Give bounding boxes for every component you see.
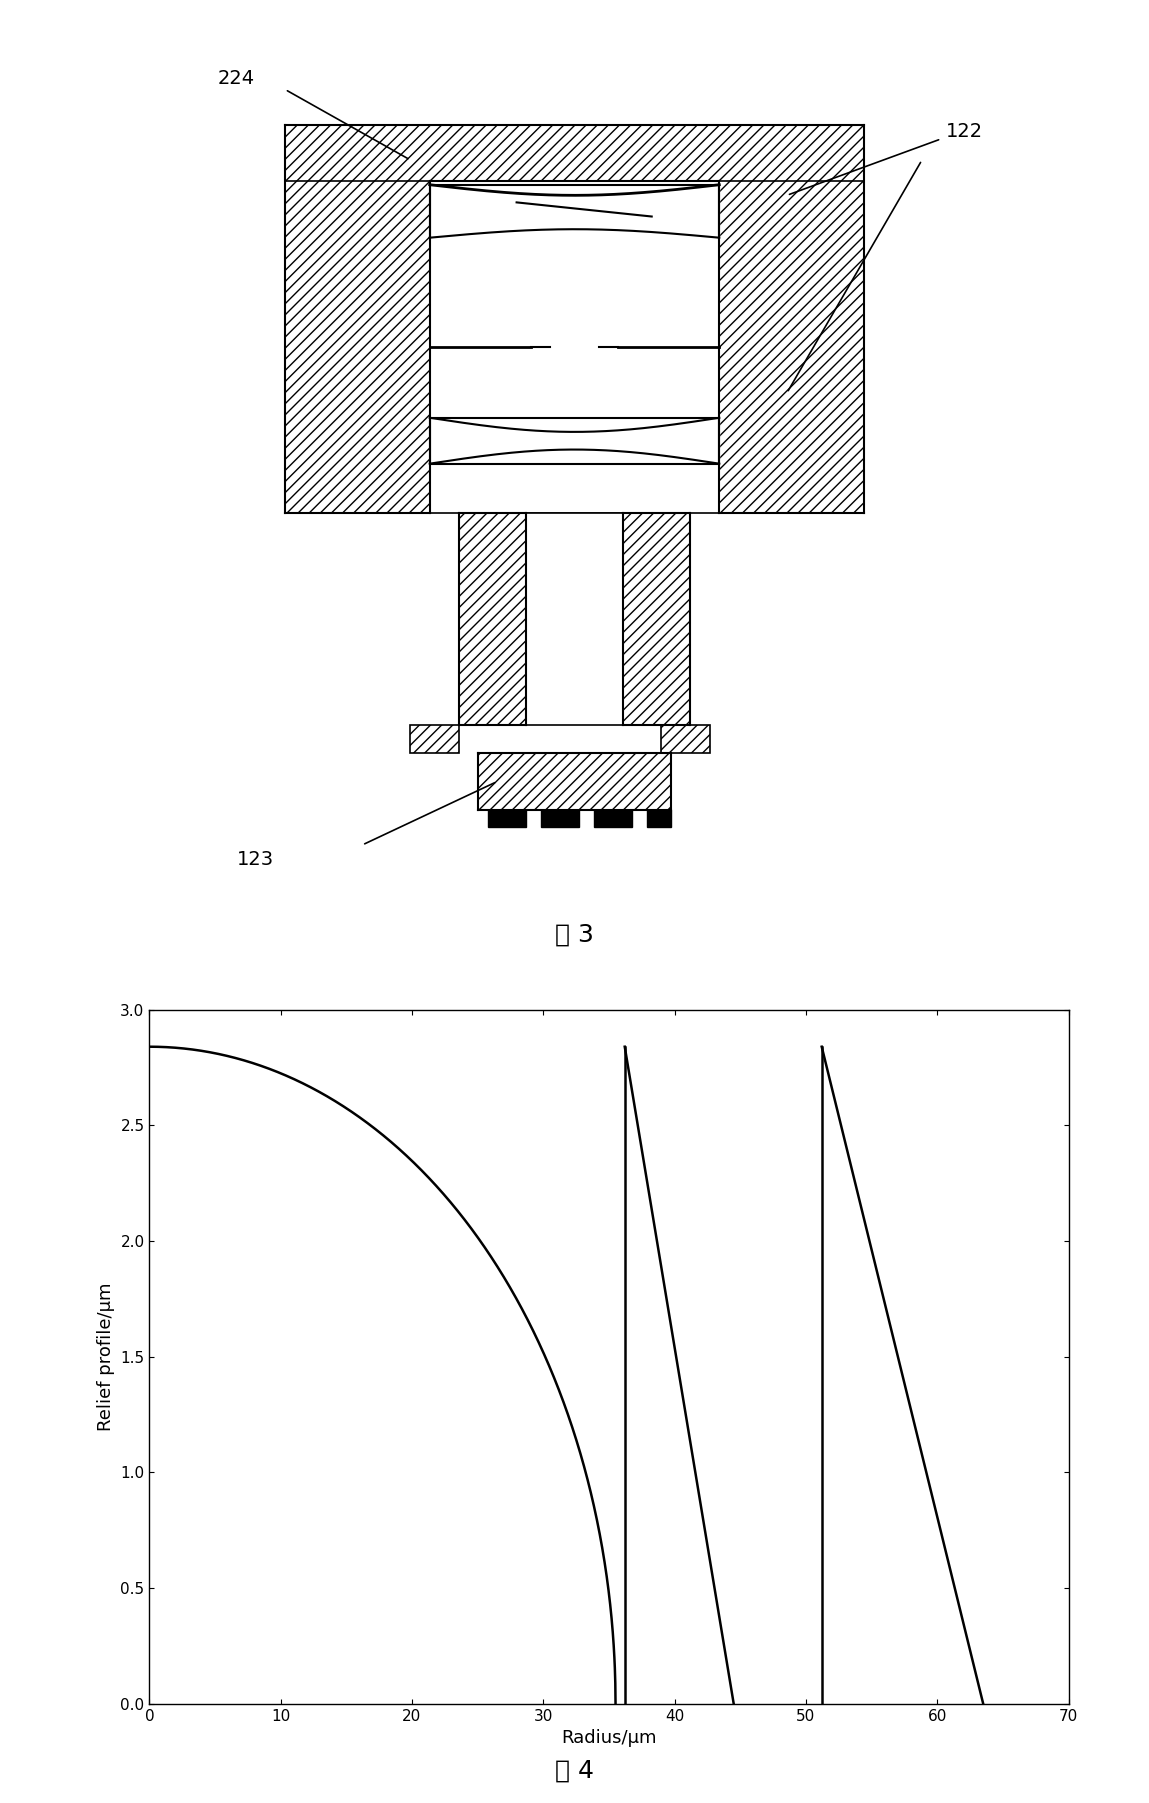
Bar: [410, 725, 458, 754]
Bar: [541, 810, 579, 828]
Bar: [719, 124, 864, 514]
Text: 224: 224: [217, 69, 255, 88]
Text: 图 4: 图 4: [555, 1758, 594, 1783]
Bar: [662, 725, 710, 754]
Y-axis label: Relief profile/μm: Relief profile/μm: [97, 1282, 115, 1432]
Text: 122: 122: [946, 123, 984, 141]
X-axis label: Radius/μm: Radius/μm: [561, 1729, 657, 1747]
Bar: [647, 810, 671, 828]
Bar: [430, 182, 719, 514]
Bar: [458, 514, 526, 725]
Bar: [526, 514, 623, 725]
Bar: [623, 514, 691, 725]
Bar: [478, 754, 671, 810]
Bar: [487, 810, 526, 828]
Bar: [285, 124, 864, 182]
Text: 图 3: 图 3: [555, 923, 594, 947]
Text: 123: 123: [237, 849, 273, 869]
Bar: [594, 810, 632, 828]
Bar: [285, 124, 430, 514]
